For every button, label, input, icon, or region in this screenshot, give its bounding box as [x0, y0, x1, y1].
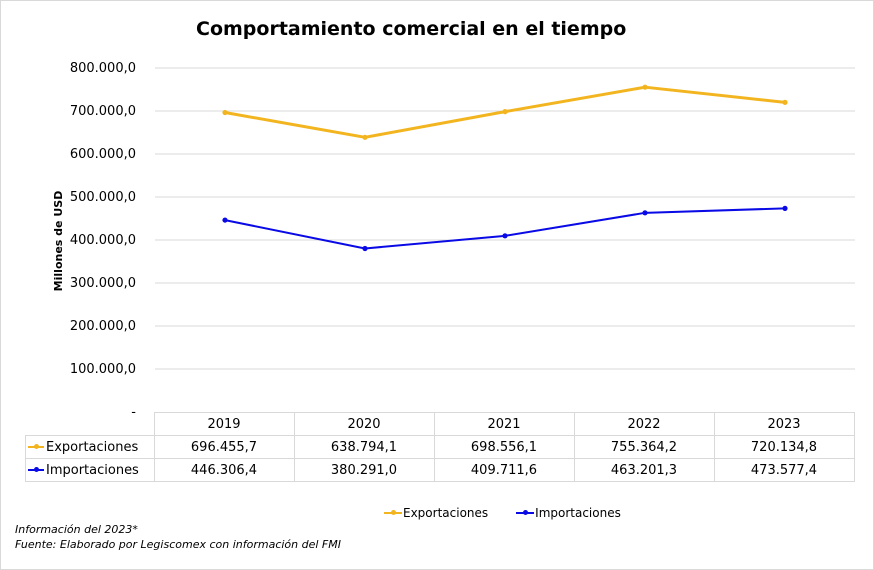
- table-row-importaciones: Importaciones 446.306,4 380.291,0 409.71…: [25, 458, 855, 482]
- table-row-exportaciones: Exportaciones 696.455,7 638.794,1 698.55…: [25, 435, 855, 459]
- table-cell: 409.711,6: [433, 458, 575, 482]
- exportaciones-swatch-icon: [28, 443, 44, 451]
- series-line: [224, 207, 786, 250]
- y-tick-label: 700.000,0: [70, 104, 136, 119]
- legend-item-exportaciones: Exportaciones: [384, 506, 488, 520]
- table-cell: 698.556,1: [433, 435, 575, 459]
- y-axis-ticks: -100.000,0200.000,0300.000,0400.000,0500…: [70, 61, 136, 420]
- y-tick-label: 800.000,0: [70, 61, 136, 76]
- data-point: [502, 109, 508, 115]
- legend-item-importaciones: Importaciones: [516, 506, 621, 520]
- table-cell: 463.201,3: [573, 458, 715, 482]
- y-tick-label: 600.000,0: [70, 147, 136, 162]
- importaciones-swatch-icon: [28, 466, 44, 474]
- table-header-cell: 2020: [293, 412, 435, 436]
- series-importaciones: [222, 205, 788, 252]
- data-point: [642, 210, 648, 216]
- gridlines: [155, 67, 855, 370]
- data-point: [362, 134, 368, 140]
- y-tick-label: 100.000,0: [70, 362, 136, 377]
- y-tick-label: 400.000,0: [70, 233, 136, 248]
- data-table: 2019 2020 2021 2022 2023 Exportaciones 6…: [25, 412, 855, 482]
- table-cell: 720.134,8: [713, 435, 855, 459]
- data-point: [782, 99, 788, 105]
- series-name: Exportaciones: [46, 439, 139, 455]
- series-exportaciones: [222, 84, 788, 140]
- y-axis-label: Millones de USD: [52, 191, 65, 292]
- y-tick-label: 300.000,0: [70, 276, 136, 291]
- plot-area: -100.000,0200.000,0300.000,0400.000,0500…: [52, 61, 855, 420]
- exportaciones-legend-icon: [384, 509, 402, 517]
- table-row-header: Exportaciones: [25, 435, 155, 459]
- series-lines: [222, 84, 788, 252]
- table-cell: 446.306,4: [153, 458, 295, 482]
- legend-label: Importaciones: [535, 506, 621, 520]
- data-point: [222, 109, 228, 116]
- table-cell: 696.455,7: [153, 435, 295, 459]
- table-header-cell: 2021: [433, 412, 575, 436]
- legend-label: Exportaciones: [403, 506, 489, 520]
- table-cell: 380.291,0: [293, 458, 435, 482]
- table-header-cell: 2022: [573, 412, 715, 436]
- legend: Exportaciones Importaciones: [384, 506, 621, 520]
- importaciones-legend-icon: [516, 509, 535, 517]
- table-header-cell: 2019: [153, 412, 295, 436]
- data-point: [362, 245, 368, 252]
- chart-title: Comportamiento comercial en el tiempo: [196, 18, 627, 40]
- table-cell: 473.577,4: [713, 458, 855, 482]
- footnote-source: Fuente: Elaborado por Legiscomex con inf…: [15, 538, 341, 551]
- data-point: [642, 84, 648, 90]
- table-cell: 755.364,2: [573, 435, 715, 459]
- table-row-header: Importaciones: [25, 458, 155, 482]
- table-corner: [25, 412, 155, 436]
- footnote-info: Información del 2023*: [15, 523, 138, 536]
- table-header-row: 2019 2020 2021 2022 2023: [25, 412, 855, 436]
- data-point: [502, 233, 508, 239]
- table-cell: 638.794,1: [293, 435, 435, 459]
- data-point: [782, 205, 788, 211]
- footnotes: Información del 2023* Fuente: Elaborado …: [15, 522, 341, 552]
- y-tick-label: 500.000,0: [70, 190, 136, 205]
- y-tick-label: 200.000,0: [70, 319, 136, 334]
- data-point: [222, 217, 228, 223]
- series-name: Importaciones: [46, 462, 139, 478]
- table-header-cell: 2023: [713, 412, 855, 436]
